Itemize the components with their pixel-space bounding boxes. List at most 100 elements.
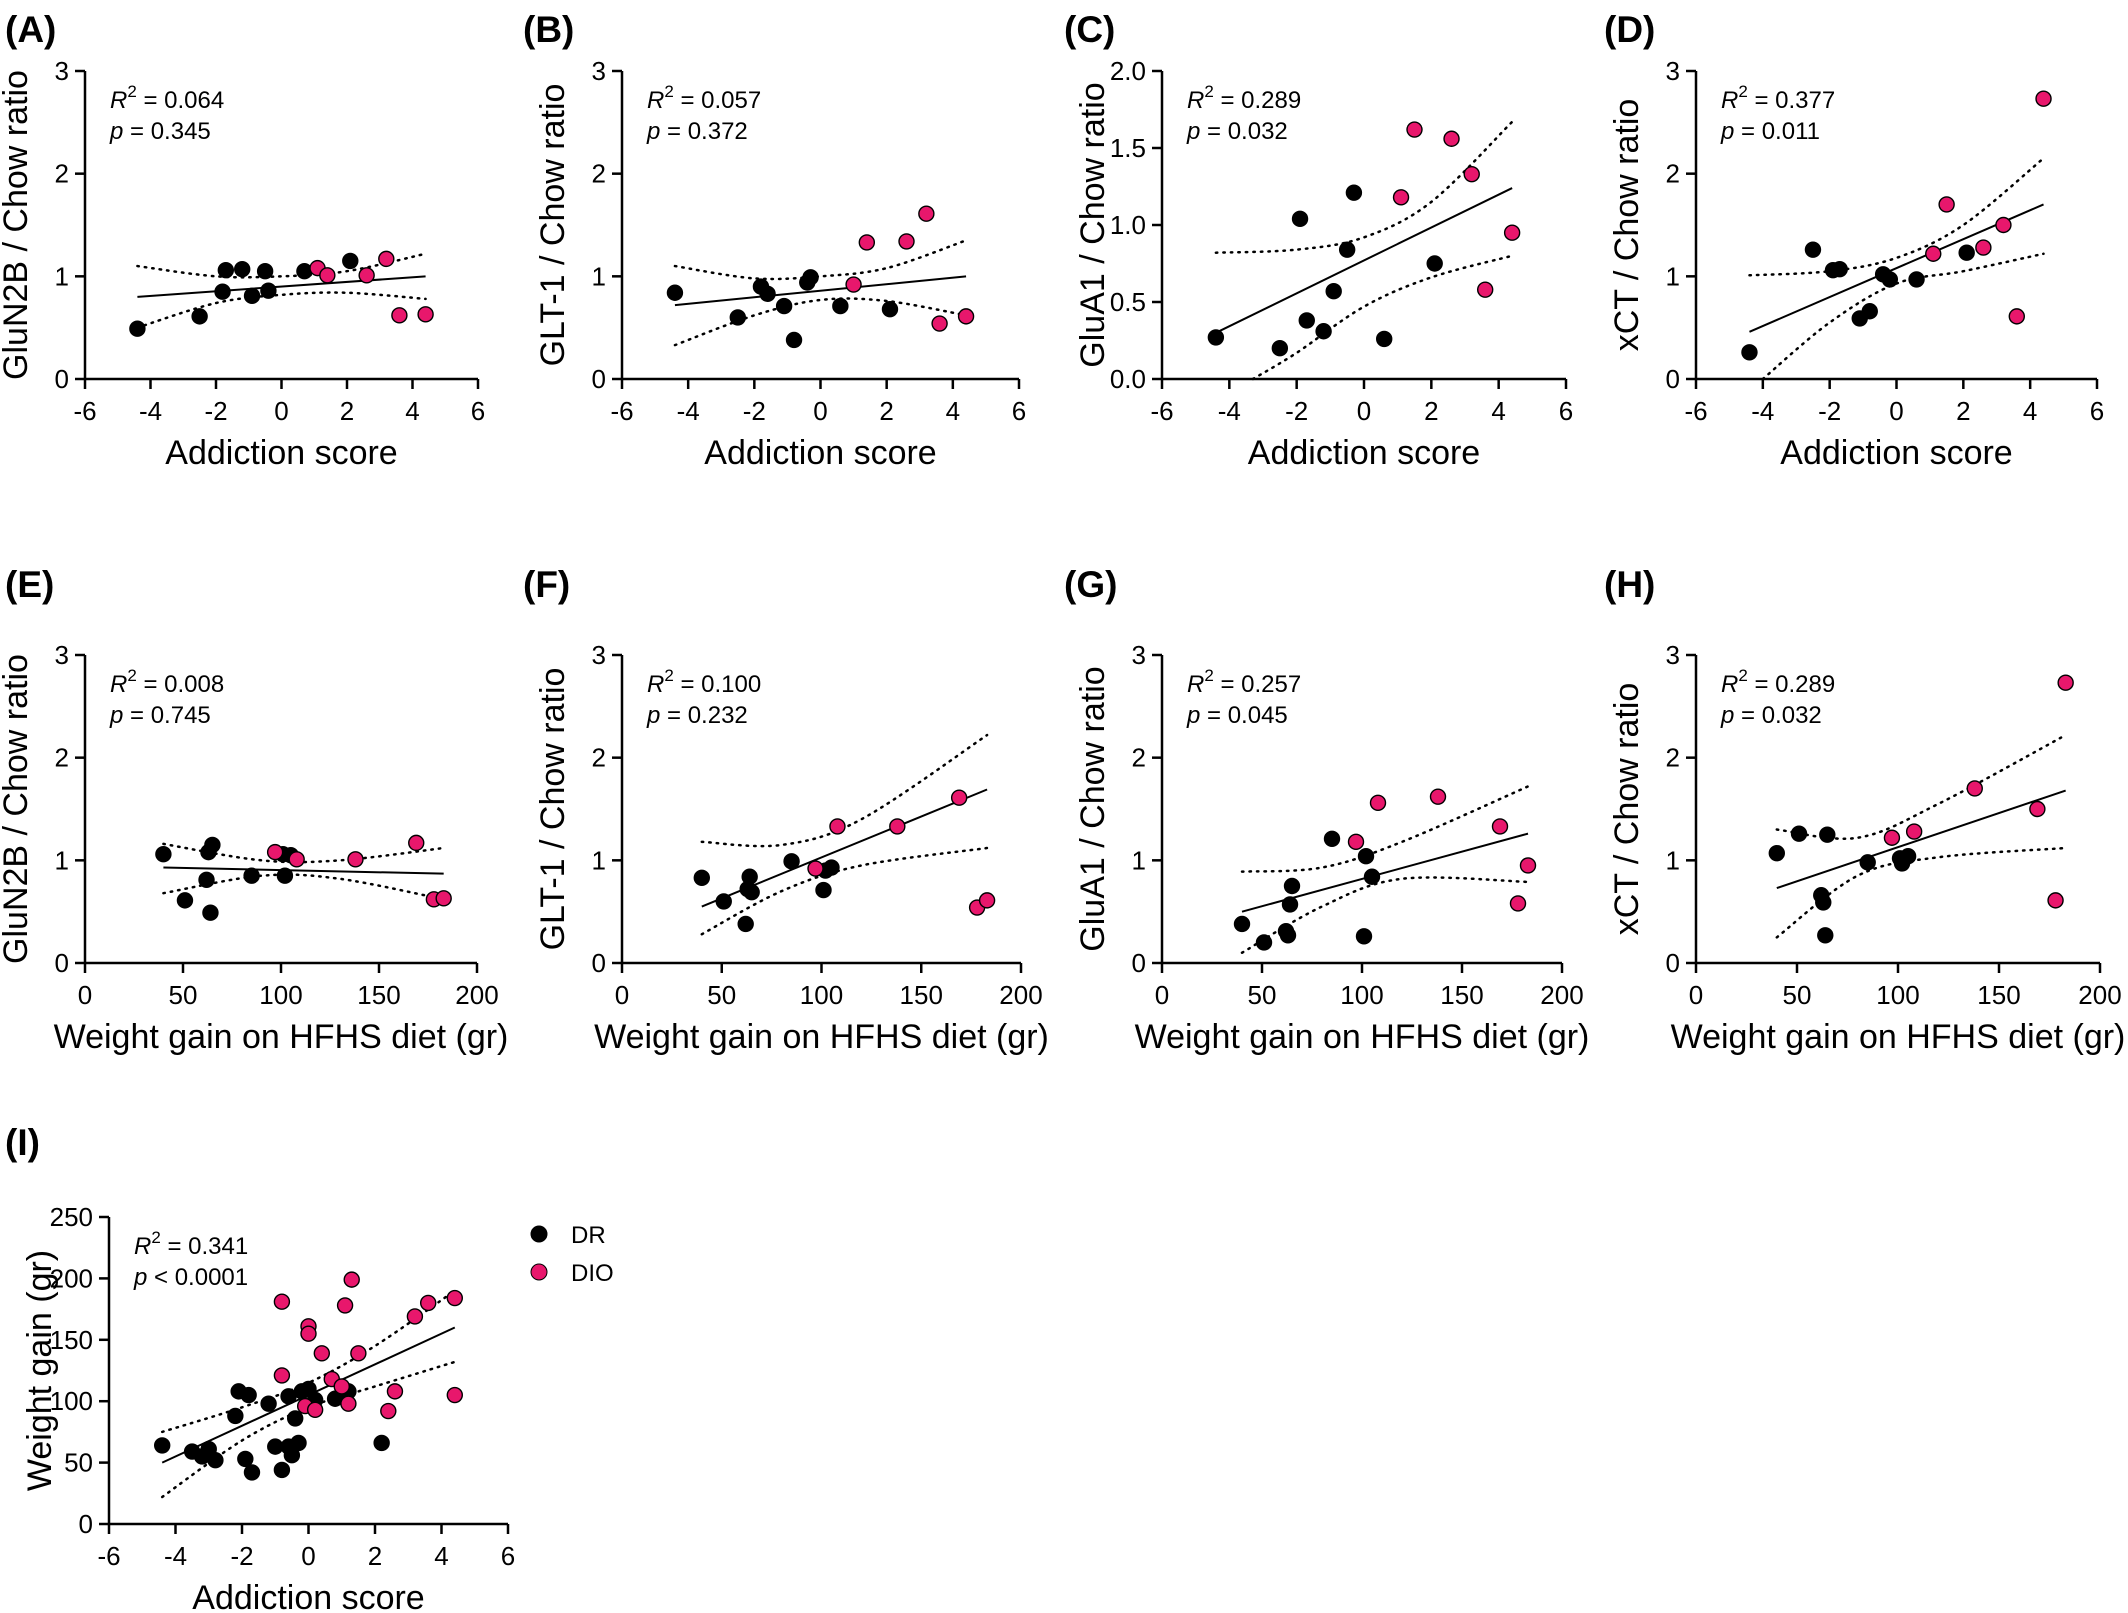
data-point-dio	[380, 1402, 397, 1420]
data-point-dr	[373, 1434, 390, 1452]
data-point-dr	[260, 282, 277, 299]
data-point-dio	[1392, 189, 1410, 206]
data-point-dr	[1325, 283, 1342, 300]
ci-upper-curve	[1775, 733, 2067, 840]
data-point-dio	[807, 860, 824, 877]
panel-4: (E) 0 1 2 3 0 50 100 150 200 Weight gain on HFHS d…	[0, 564, 508, 1056]
y-axis-label: xCT / Chow ratio	[1608, 683, 1646, 936]
data-point-dio	[1443, 130, 1460, 147]
y-axis-label: GluN2B / Chow ratio	[0, 654, 35, 964]
r-squared-text: R2 = 0.257	[1187, 666, 1301, 698]
x-tick-label: 2	[1956, 396, 1970, 426]
data-point-dio	[435, 890, 452, 907]
data-point-dr	[276, 867, 294, 884]
panel-label: (B)	[523, 9, 574, 50]
data-point-dr	[785, 331, 803, 349]
x-tick-label: 2	[340, 396, 354, 426]
data-point-dio	[1347, 833, 1365, 851]
x-tick-label: 0	[1689, 980, 1703, 1010]
data-point-dio	[1463, 165, 1480, 183]
r-squared-text: R2 = 0.057	[647, 82, 761, 114]
data-point-dio	[300, 1325, 317, 1342]
r-squared-text: R2 = 0.341	[134, 1228, 248, 1260]
x-axis-label: Weight gain on HFHS diet (gr)	[594, 1018, 1049, 1056]
data-point-dio	[1519, 857, 1537, 874]
x-tick-label: 150	[1440, 980, 1483, 1010]
y-tick-label: 3	[55, 56, 69, 86]
x-tick-label: -4	[677, 396, 700, 426]
p-value-text: p = 0.745	[109, 702, 211, 729]
data-point-dr	[280, 1388, 297, 1405]
x-tick-label: 4	[946, 396, 960, 426]
p-value-text: p = 0.032	[1720, 702, 1822, 729]
r-squared-text: R2 = 0.377	[1721, 82, 1835, 114]
data-point-dr	[666, 284, 684, 301]
x-tick-label: -6	[610, 396, 633, 426]
x-tick-label: 0	[1357, 396, 1371, 426]
x-tick-label: 200	[455, 980, 498, 1010]
data-point-dr	[233, 260, 251, 278]
y-tick-label: 200	[50, 1263, 93, 1293]
panel-6: (G) 0 1 2 3 0 50 100 150 200 Weight gain on HFHS d…	[1064, 564, 1589, 1056]
data-point-dr	[1281, 896, 1299, 913]
x-tick-label: 4	[405, 396, 419, 426]
x-tick-label: 150	[1977, 980, 2020, 1010]
y-tick-label: 0	[1666, 948, 1680, 978]
legend-label-dr: DR	[571, 1222, 606, 1249]
ci-lower-curve	[1251, 254, 1514, 381]
y-tick-label: 2	[55, 159, 69, 189]
y-tick-label: 0	[79, 1509, 93, 1539]
regression-line	[1749, 203, 2044, 333]
data-point-dr	[243, 1464, 261, 1481]
x-tick-label: 200	[2078, 980, 2121, 1010]
p-value-text: p = 0.011	[1720, 118, 1820, 145]
data-point-dio	[1883, 829, 1901, 846]
r-squared-text: R2 = 0.008	[110, 666, 224, 698]
x-tick-label: 6	[1012, 396, 1026, 426]
data-point-dr	[1817, 927, 1834, 944]
data-point-dr	[1355, 928, 1373, 945]
y-tick-label: 3	[1666, 56, 1680, 86]
y-tick-label: 1	[55, 845, 69, 875]
data-point-dr	[1298, 312, 1315, 329]
x-tick-label: 100	[800, 980, 843, 1010]
data-point-dio	[446, 1289, 463, 1307]
y-tick-label: 0	[55, 364, 69, 394]
legend: DR DIO	[530, 1222, 614, 1287]
x-tick-label: 0	[1889, 396, 1903, 426]
regression-line	[1776, 789, 2066, 890]
data-point-dr	[1271, 340, 1289, 357]
data-point-dio	[378, 250, 395, 268]
data-point-dio	[347, 851, 364, 868]
y-tick-label: 0	[55, 948, 69, 978]
data-point-dio	[336, 1297, 354, 1314]
data-point-dio	[406, 1308, 424, 1325]
y-tick-label: 2	[1666, 159, 1680, 189]
x-tick-label: -2	[230, 1541, 253, 1571]
data-point-dr	[1861, 303, 1878, 320]
x-tick-label: 50	[1783, 980, 1812, 1010]
regression-line	[137, 275, 426, 298]
regression-line	[674, 275, 967, 307]
panel-label: (C)	[1064, 9, 1115, 50]
regression-line	[163, 866, 444, 875]
x-tick-label: 200	[999, 980, 1042, 1010]
data-point-dr	[1881, 271, 1899, 288]
data-point-dr	[1315, 323, 1332, 340]
x-tick-label: -4	[164, 1541, 187, 1571]
data-point-dr	[823, 859, 840, 876]
data-point-dr	[775, 297, 793, 315]
data-point-dr	[729, 309, 746, 326]
y-tick-label: 1	[1666, 845, 1680, 875]
data-point-dr	[176, 892, 194, 909]
p-value-text: p = 0.032	[1186, 118, 1288, 145]
data-point-dr	[737, 915, 754, 933]
data-point-dio	[313, 1345, 330, 1362]
y-tick-label: 3	[1132, 640, 1146, 670]
panel-label: (G)	[1064, 564, 1117, 605]
x-axis-label: Addiction score	[192, 1579, 424, 1613]
panel-8: (I) 0 50 100 150 200 250 -6 -4 -2 0 2 4 6 Addiction sc…	[5, 1122, 515, 1613]
data-point-dr	[227, 1407, 244, 1425]
panel-label: (A)	[5, 9, 56, 50]
y-tick-label: 2.0	[1110, 56, 1146, 86]
